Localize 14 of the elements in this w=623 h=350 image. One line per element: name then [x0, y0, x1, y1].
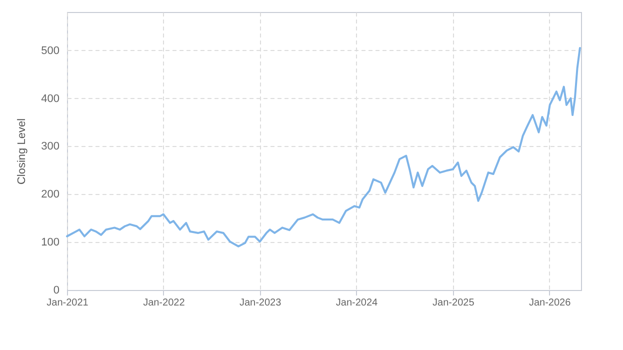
x-tick-label: Jan-2023 [239, 298, 282, 308]
x-tick-label: Jan-2025 [432, 298, 475, 308]
y-tick-label: 400 [41, 92, 60, 105]
x-tick-label: Jan-2022 [143, 298, 186, 308]
x-tick-label: Jan-2021 [46, 298, 89, 308]
y-tick-label: 200 [41, 188, 60, 201]
y-tick-label: 100 [41, 236, 60, 249]
line-series [66, 46, 581, 248]
y-tick-label: 500 [41, 44, 60, 57]
y-tick-label: 0 [53, 284, 60, 296]
x-tick-label: Jan-2024 [336, 298, 378, 308]
x-tick-label: Jan-2026 [528, 298, 572, 308]
y-tick-label: 300 [41, 140, 60, 153]
y-axis-title: Closing Level [16, 118, 28, 185]
